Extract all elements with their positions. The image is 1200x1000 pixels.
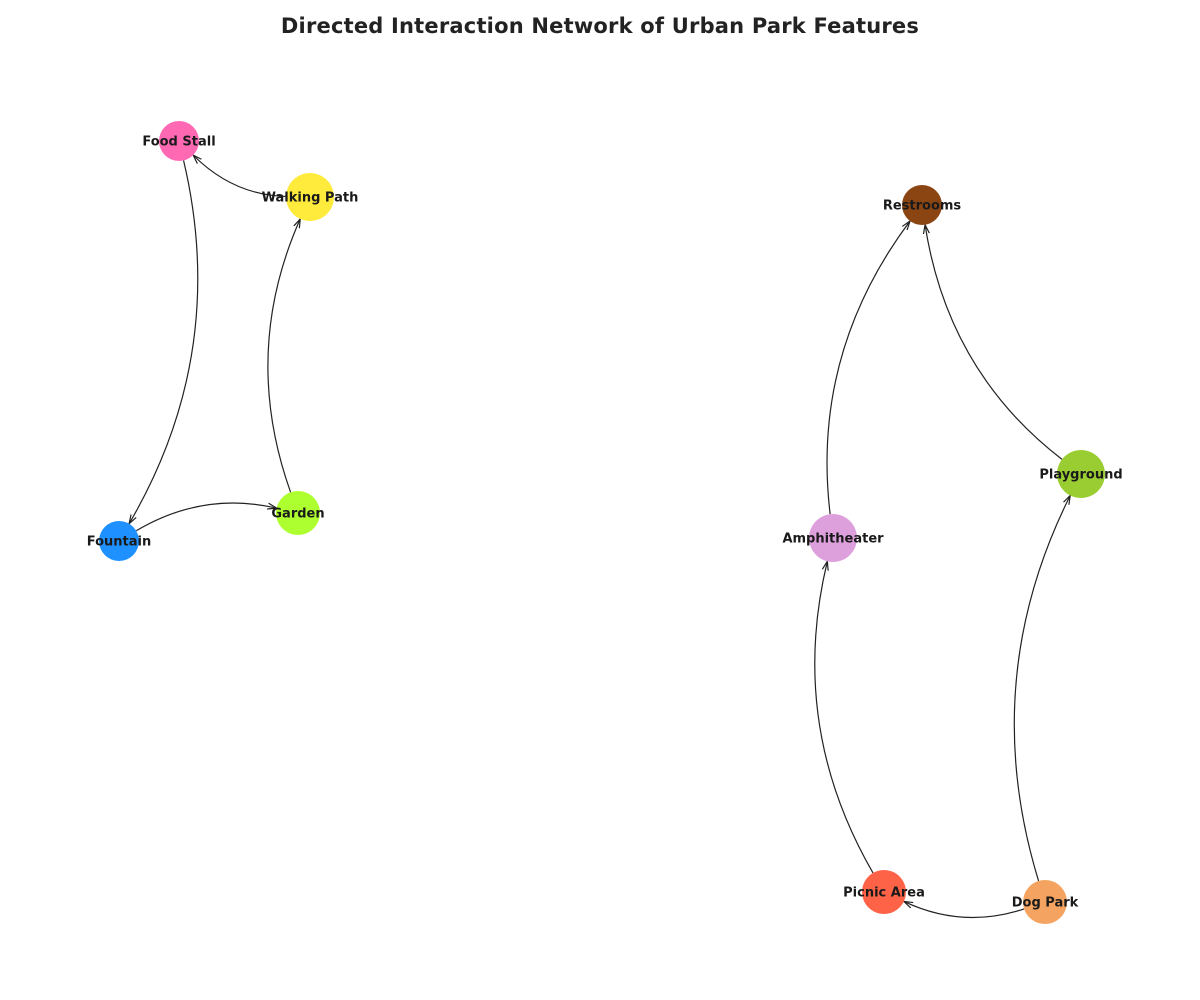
node-circle <box>99 521 139 561</box>
node-label: Dog Park <box>1012 896 1079 911</box>
edge-walking_path-to-food_stall <box>193 155 287 198</box>
node-circle <box>276 491 320 535</box>
edge-fountain-to-garden <box>135 502 276 532</box>
node-label: Amphitheater <box>782 532 884 547</box>
node-restrooms[interactable]: Restrooms <box>883 185 962 225</box>
node-fountain[interactable]: Fountain <box>87 521 152 561</box>
node-amphitheater[interactable]: Amphitheater <box>782 514 884 562</box>
node-food-stall[interactable]: Food Stall <box>142 121 216 161</box>
node-playground[interactable]: Playground <box>1039 450 1123 498</box>
node-label: Playground <box>1039 468 1122 483</box>
node-walking-path[interactable]: Walking Path <box>262 173 359 221</box>
node-circle <box>902 185 942 225</box>
node-circle <box>159 121 199 161</box>
edge-food_stall-to-fountain <box>129 160 199 523</box>
edge-playground-to-restrooms <box>925 225 1063 460</box>
node-circle <box>809 514 857 562</box>
edges-layer <box>129 155 1070 919</box>
edge-dog_park-to-picnic_area <box>904 901 1025 919</box>
diagram-title: Directed Interaction Network of Urban Pa… <box>280 14 920 38</box>
node-picnic-area[interactable]: Picnic Area <box>843 870 925 914</box>
edge-garden-to-walking_path <box>267 219 300 493</box>
node-label: Fountain <box>87 535 152 550</box>
node-label: Food Stall <box>142 135 215 150</box>
edge-dog_park-to-playground <box>1013 495 1070 882</box>
node-dog-park[interactable]: Dog Park <box>1012 880 1079 924</box>
node-garden[interactable]: Garden <box>271 491 325 535</box>
edge-amphitheater-to-restrooms <box>826 221 910 515</box>
node-label: Restrooms <box>883 199 962 214</box>
node-circle <box>1023 880 1067 924</box>
node-label: Walking Path <box>262 191 359 206</box>
node-label: Garden <box>271 507 324 522</box>
edge-picnic_area-to-amphitheater <box>814 561 874 874</box>
node-circle <box>862 870 906 914</box>
nodes-layer: Food Stall Walking Path Garden Fountain Rest… <box>87 121 1123 924</box>
node-label: Picnic Area <box>843 886 925 901</box>
node-circle <box>1057 450 1105 498</box>
node-circle <box>286 173 334 221</box>
